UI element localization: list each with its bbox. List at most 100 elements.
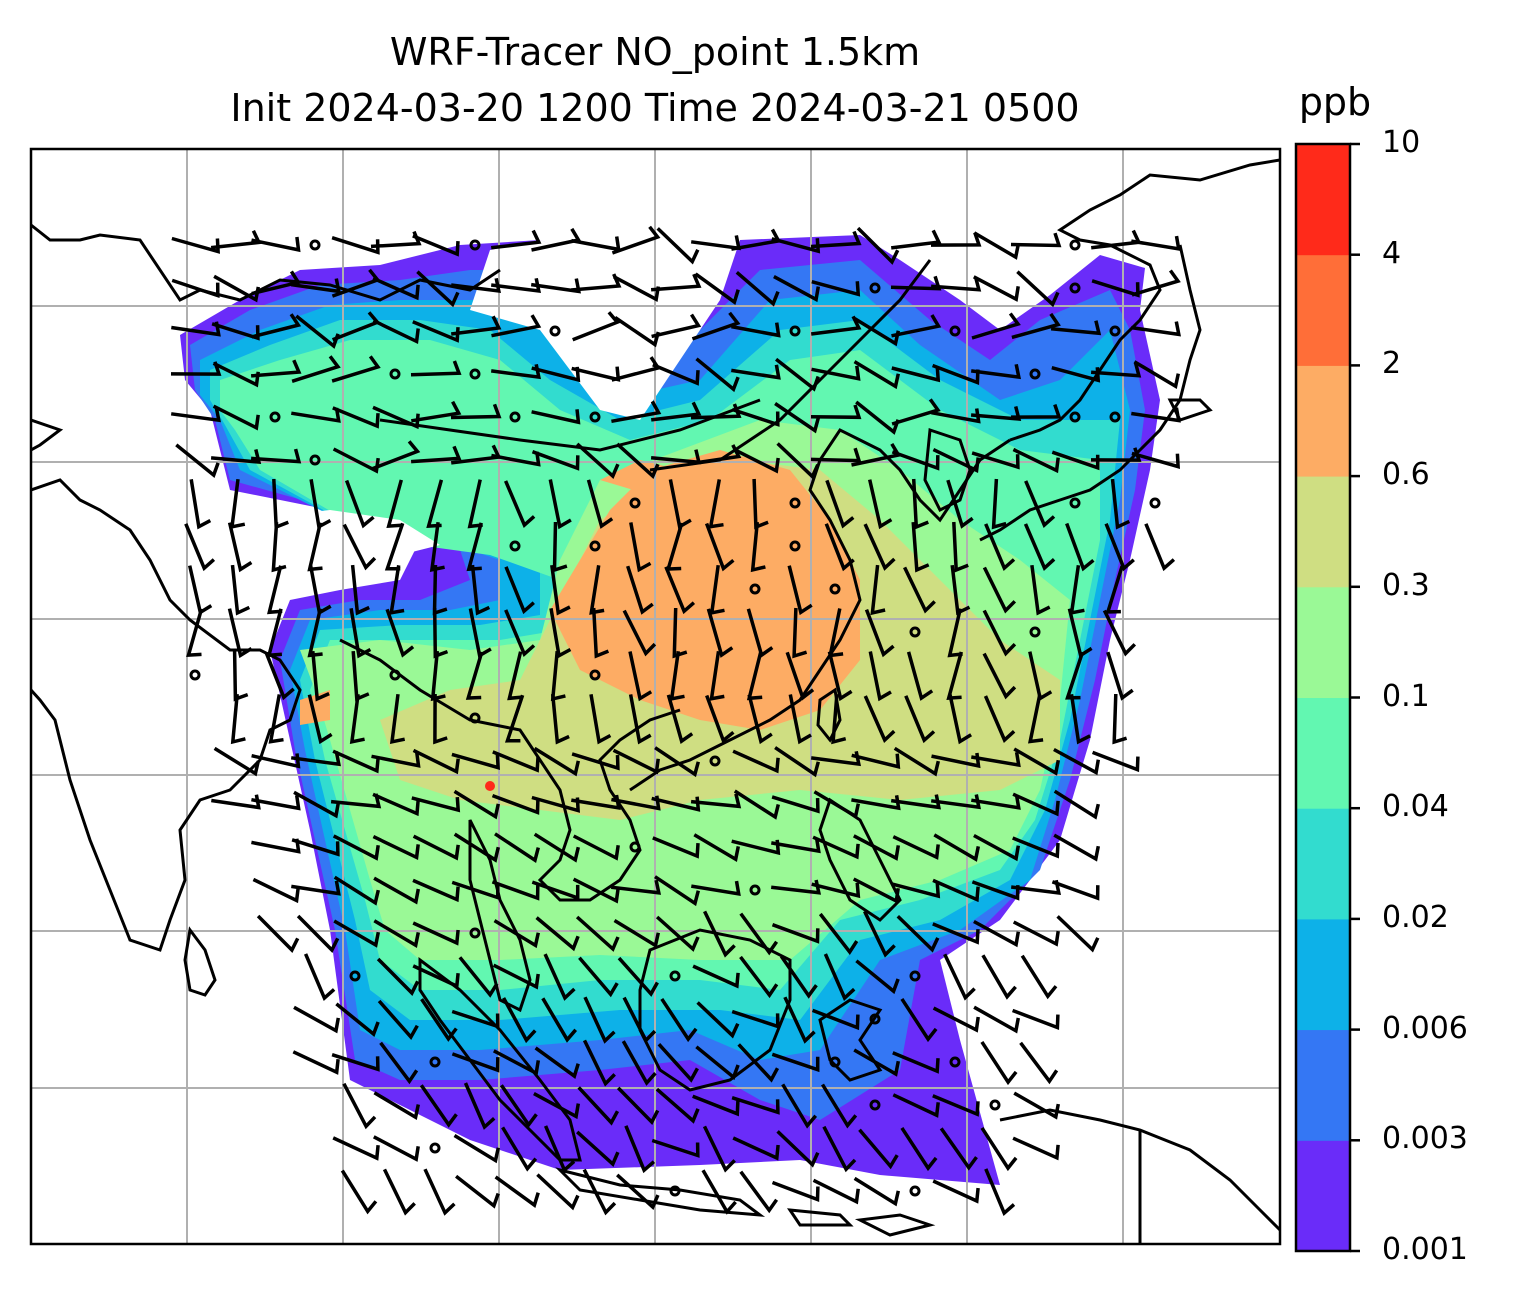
plot-title-line2: Init 2024-03-20 1200 Time 2024-03-21 050… (230, 86, 1080, 130)
wind-barb (628, 651, 653, 702)
wind-barb (534, 1046, 580, 1079)
wind-barb (453, 1134, 501, 1164)
tracer-level-06c (300, 690, 330, 725)
coast-korea (923, 427, 972, 513)
wind-barb (810, 404, 862, 420)
wind-barb (973, 833, 1021, 862)
wind-barb (626, 565, 654, 615)
wind-barb (891, 882, 941, 899)
calm-wind-marker (789, 497, 801, 509)
wind-barb (589, 694, 612, 745)
wind-barb (891, 366, 941, 383)
wind-barb (696, 1001, 740, 1039)
wind-barb (1050, 320, 1102, 336)
wind-barb (739, 912, 779, 956)
wind-barb (550, 564, 571, 616)
wind-barb (412, 878, 460, 903)
wind-barb (410, 445, 462, 464)
wind-barb (617, 956, 659, 997)
wind-barb (586, 479, 614, 529)
colorbar-segment (1296, 697, 1350, 809)
wind-barb (331, 355, 381, 383)
coast-timor (854, 1213, 936, 1237)
wind-barb (1010, 232, 1062, 248)
wind-barb (292, 1050, 340, 1075)
calm-wind-marker (789, 540, 801, 552)
wind-barb (1091, 279, 1140, 298)
wind-barb (906, 651, 934, 701)
wind-barb (656, 227, 700, 265)
wind-barb (531, 880, 580, 901)
wind-barb (502, 997, 537, 1044)
wind-barb (952, 521, 969, 573)
colorbar-segment (1296, 1029, 1350, 1141)
wind-barb (530, 278, 581, 294)
wind-barb (774, 746, 820, 778)
wind-barb (1010, 404, 1062, 419)
coast-eastasia-1 (1009, 158, 1280, 442)
wind-barb (1012, 836, 1060, 859)
wind-barb (504, 609, 536, 658)
wind-barb (867, 479, 893, 530)
tracer-level-06 (550, 450, 860, 730)
wind-barb (651, 1138, 700, 1158)
wind-barb (453, 789, 501, 820)
wind-barb (412, 834, 460, 861)
wind-barb (175, 443, 220, 479)
wind-barb (709, 564, 725, 615)
wind-barb (1102, 609, 1137, 657)
wind-barb (571, 752, 620, 771)
wind-barb (376, 957, 420, 996)
wind-barb (189, 479, 212, 530)
calm-wind-marker (1109, 325, 1121, 337)
wind-barb (694, 272, 740, 305)
wind-barb (1130, 321, 1181, 337)
wind-barb (423, 1168, 456, 1216)
wind-barb (416, 270, 460, 308)
wind-barb (541, 997, 578, 1043)
wind-barb (451, 1052, 500, 1073)
colorbar-tick-label: 0.3 (1382, 567, 1430, 603)
wind-barb (1106, 651, 1134, 701)
wind-barb (704, 522, 735, 572)
wind-barb (531, 450, 580, 471)
wind-barb (430, 650, 446, 702)
wind-barb (785, 651, 815, 701)
wind-barb (1011, 1008, 1060, 1030)
wind-barb (455, 1174, 500, 1209)
wind-barb (451, 752, 500, 770)
wind-barb (186, 608, 204, 657)
wind-barb (692, 964, 740, 989)
wind-barb (731, 1009, 780, 1029)
wind-barb (1069, 694, 1091, 745)
wind-barb (227, 522, 253, 573)
wind-barb (543, 1125, 576, 1174)
wind-barb (933, 833, 981, 862)
wind-barb (389, 565, 405, 615)
calm-wind-marker (1069, 239, 1081, 251)
wind-barb (948, 694, 973, 745)
wind-barb (779, 955, 818, 999)
calm-wind-marker (869, 282, 881, 294)
wind-barb (303, 953, 336, 1002)
wind-barb (693, 833, 741, 862)
wind-barb (733, 789, 780, 820)
wind-barb (870, 564, 886, 616)
wind-barb (666, 694, 694, 744)
wind-barb (783, 996, 816, 1044)
colorbar-tick-label: 0.001 (1382, 1232, 1468, 1267)
wind-barb (504, 694, 525, 743)
wind-barb (858, 1128, 899, 1170)
wind-barb (863, 910, 896, 958)
wind-barb (1019, 1041, 1059, 1085)
wind-barb (939, 1127, 978, 1171)
colorbar-tick-label: 0.04 (1382, 789, 1449, 825)
wind-barb (982, 609, 1017, 657)
wind-barb (458, 956, 499, 998)
wind-barb (771, 795, 820, 814)
wind-barb (991, 478, 1007, 530)
wind-barb (864, 608, 895, 658)
wind-barb (433, 693, 448, 745)
wind-barb (984, 523, 1016, 572)
wind-barb (932, 922, 980, 945)
